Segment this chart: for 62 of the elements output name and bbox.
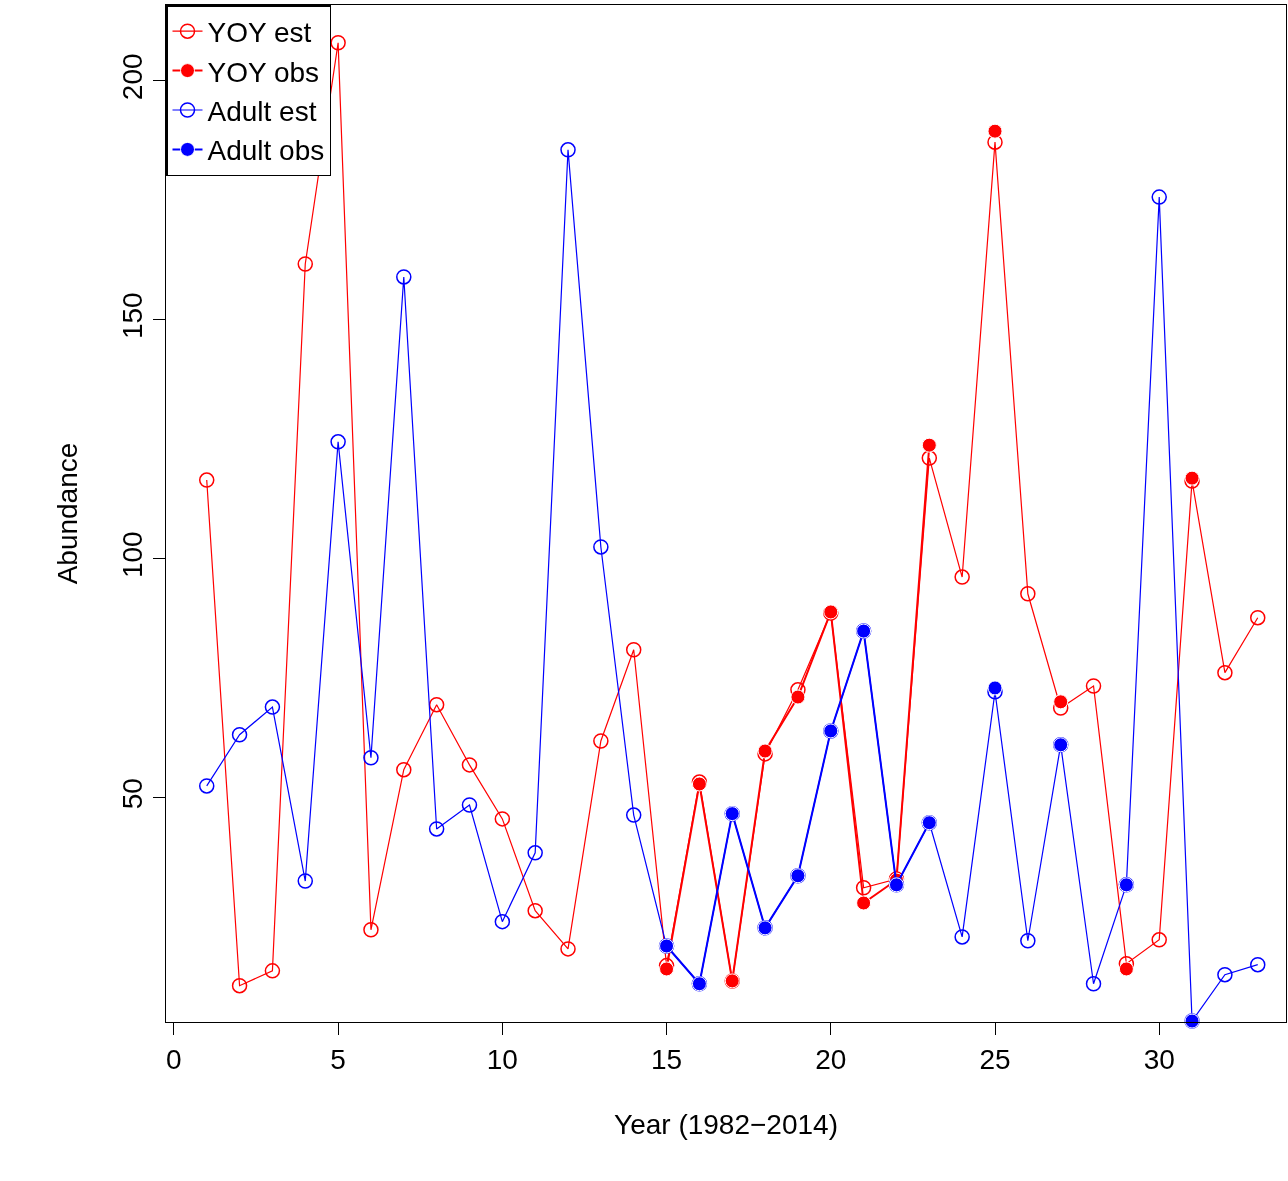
point: [363, 922, 379, 938]
point: [297, 256, 314, 272]
point: [987, 680, 1003, 696]
point: [264, 963, 281, 979]
point: [231, 977, 248, 994]
x-tick-label: 5: [330, 1043, 346, 1075]
point: [428, 696, 445, 713]
point: [494, 913, 511, 930]
y-tick-label: 50: [116, 778, 148, 810]
point: [527, 845, 543, 861]
point: [625, 641, 642, 658]
point: [1250, 956, 1266, 973]
point: [1020, 933, 1036, 949]
point: [987, 123, 1003, 139]
point: [396, 269, 412, 285]
x-tick-label: 25: [979, 1043, 1011, 1075]
legend-label: YOY obs: [207, 56, 320, 88]
point: [297, 873, 314, 889]
point: [461, 757, 478, 773]
point: [560, 941, 576, 957]
point: [1053, 694, 1069, 710]
point: [1151, 189, 1167, 205]
legend-label: YOY est: [207, 17, 312, 49]
point: [593, 539, 609, 555]
point: [1085, 678, 1102, 694]
point: [231, 727, 248, 743]
y-tick-label: 150: [116, 292, 148, 340]
point: [1085, 976, 1102, 992]
point: [363, 749, 379, 766]
point: [1217, 664, 1233, 681]
y-axis-title: Abundance: [52, 442, 84, 585]
x-tick-label: 20: [815, 1043, 847, 1075]
x-tick-label: 0: [166, 1043, 182, 1075]
point: [428, 821, 445, 837]
point: [527, 902, 543, 919]
point: [330, 434, 346, 450]
point: [1118, 961, 1134, 977]
point: [1217, 966, 1233, 983]
point: [494, 811, 511, 827]
point: [264, 699, 281, 715]
point: [560, 142, 576, 158]
legend-label: Adult est: [207, 95, 317, 127]
y-tick-label: 200: [116, 53, 148, 101]
point: [1151, 932, 1167, 948]
point: [625, 807, 642, 823]
legend-label: Adult obs: [207, 135, 325, 167]
point: [954, 569, 970, 585]
point: [987, 134, 1003, 150]
point: [954, 929, 970, 945]
y-tick-label: 100: [116, 531, 148, 579]
point: [396, 761, 412, 778]
point: [198, 472, 215, 488]
point: [461, 797, 478, 813]
point: [1020, 586, 1036, 602]
point: [330, 35, 346, 51]
x-tick-label: 30: [1143, 1043, 1175, 1075]
x-tick-label: 10: [486, 1043, 518, 1075]
x-axis-title: Year (1982−2014): [614, 1108, 838, 1140]
point: [198, 778, 215, 794]
point: [1250, 609, 1266, 626]
x-tick-label: 15: [650, 1043, 683, 1075]
point: [593, 733, 609, 749]
